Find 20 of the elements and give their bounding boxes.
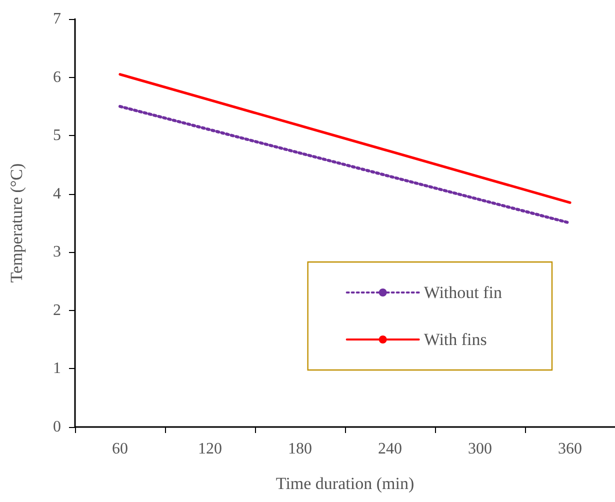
x-tick-label: 120 — [198, 440, 222, 458]
y-tick-label: 7 — [53, 10, 61, 28]
legend-label: With fins — [424, 330, 487, 349]
y-tick-label: 0 — [53, 418, 61, 436]
y-tick-label: 2 — [53, 302, 61, 319]
y-tick-label: 6 — [53, 68, 61, 86]
line-series — [118, 73, 572, 204]
x-axis-title: Time duration (min) — [276, 474, 414, 493]
y-tick-label: 3 — [53, 244, 61, 261]
legend-label: Without fin — [424, 283, 502, 302]
x-tick-label: 60 — [112, 440, 128, 458]
y-axis-title: Temperature (°C) — [7, 163, 26, 283]
y-tick-label: 4 — [53, 185, 61, 202]
x-tick-label: 360 — [558, 440, 582, 458]
line-series — [118, 104, 572, 224]
x-tick-label: 180 — [288, 440, 312, 458]
x-tick-label: 300 — [468, 440, 492, 458]
y-tick-label: 1 — [53, 360, 61, 378]
x-tick-label: 240 — [378, 440, 402, 458]
y-tick-label: 5 — [53, 127, 61, 144]
